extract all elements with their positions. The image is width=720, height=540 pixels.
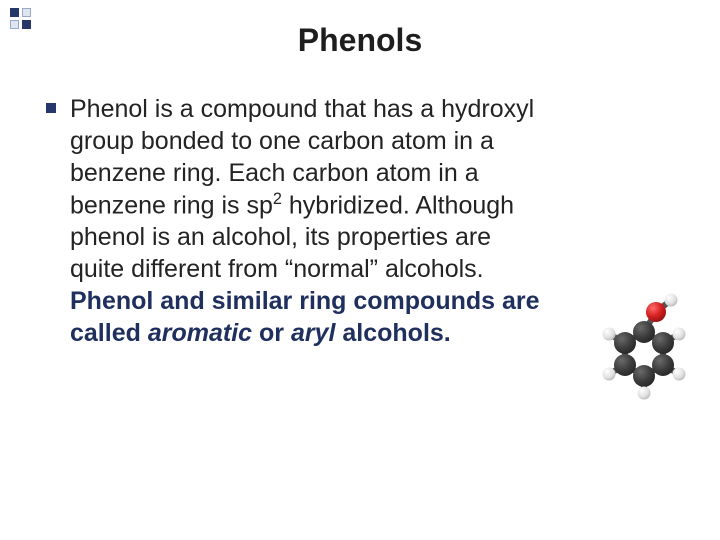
bullet-marker bbox=[46, 103, 56, 113]
corner-decoration bbox=[10, 8, 31, 29]
phenol-molecule-diagram bbox=[594, 276, 702, 404]
deco-square bbox=[10, 8, 19, 17]
emphasis-text: Phenol and similar ring compounds are ca… bbox=[70, 287, 540, 347]
deco-square bbox=[22, 20, 31, 29]
deco-square bbox=[10, 20, 19, 29]
superscript: 2 bbox=[273, 190, 282, 208]
deco-square bbox=[22, 8, 31, 17]
slide-title: Phenols bbox=[0, 0, 720, 59]
body-paragraph: Phenol is a compound that has a hydroxyl… bbox=[70, 93, 550, 349]
